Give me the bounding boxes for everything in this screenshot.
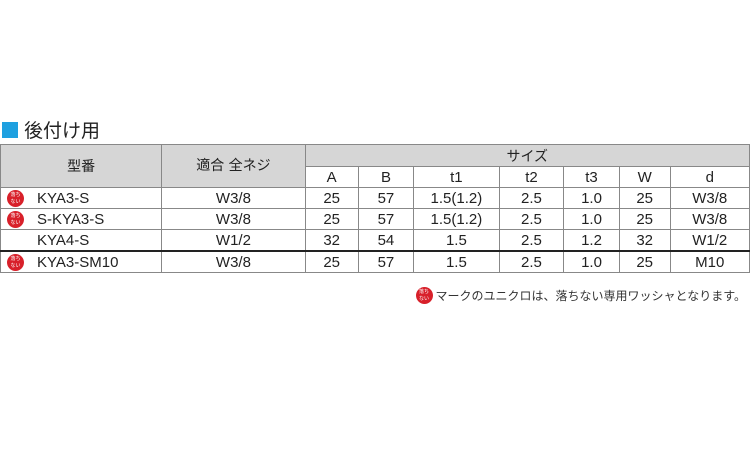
thread-cell: W3/8 [161, 208, 306, 230]
size-cell: 2.5 [498, 229, 565, 252]
size-cell: 25 [304, 208, 359, 230]
size-cell: W1/2 [669, 229, 750, 252]
model-text: KYA3-S [37, 189, 90, 207]
header-col: t2 [498, 166, 565, 188]
model-cell: 落ち ない S-KYA3-S [0, 208, 163, 230]
size-cell: 25 [618, 250, 671, 273]
header-size: サイズ [304, 144, 750, 167]
thread-cell: W1/2 [161, 229, 306, 252]
section-title: 後付け用 [2, 116, 100, 143]
size-cell: W3/8 [669, 187, 750, 209]
model-cell: 落ち ない KYA3-S [0, 187, 163, 209]
footnote: 落ち ない マークのユニクロは、落ちない専用ワッシャとなります。 [415, 287, 746, 304]
thread-cell: W3/8 [161, 187, 306, 209]
size-cell: 25 [304, 250, 359, 273]
header-col: t3 [563, 166, 620, 188]
size-cell: 1.0 [563, 250, 620, 273]
footnote-text: マークのユニクロは、落ちない専用ワッシャとなります。 [435, 289, 746, 303]
model-text: KYA4-S [37, 231, 90, 249]
size-cell: 57 [357, 187, 415, 209]
size-cell: 25 [304, 187, 359, 209]
section-title-text: 後付け用 [24, 120, 101, 142]
model-cell: 落ち ない KYA3-SM10 [0, 250, 163, 273]
size-cell: 1.2 [563, 229, 620, 252]
ochinai-mark-icon: 落ち ない [7, 190, 24, 207]
size-cell: W3/8 [669, 208, 750, 230]
size-cell: 32 [304, 229, 359, 252]
header-model: 型番 [0, 144, 163, 188]
model-text: S-KYA3-S [37, 210, 105, 228]
size-cell: 1.5(1.2) [413, 187, 500, 209]
size-cell: 1.5 [413, 229, 500, 252]
thread-cell: W3/8 [161, 250, 306, 273]
size-cell: 2.5 [498, 208, 565, 230]
size-cell: 32 [618, 229, 671, 252]
table-row: 落ち ない KYA3-SM10 W3/8 25 57 1.5 2.5 1.0 25 M10 [0, 250, 750, 273]
header-col: A [304, 166, 359, 188]
size-cell: 2.5 [498, 250, 565, 273]
size-cell: 1.5(1.2) [413, 208, 500, 230]
size-cell: 2.5 [498, 187, 565, 209]
size-cell: 57 [357, 250, 415, 273]
size-cell: 1.5 [413, 250, 500, 273]
size-cell: M10 [669, 250, 750, 273]
size-cell: 25 [618, 208, 671, 230]
model-cell: KYA4-S [0, 229, 163, 252]
header-col: W [618, 166, 671, 188]
table-row: 落ち ない S-KYA3-S W3/8 25 57 1.5(1.2) 2.5 1.0 25 W3/8 [0, 208, 750, 230]
size-cell: 57 [357, 208, 415, 230]
ochinai-mark-icon: 落ち ない [7, 211, 24, 228]
header-col: t1 [413, 166, 500, 188]
ochinai-mark-icon: 落ち ない [7, 254, 24, 271]
ochinai-mark-icon: 落ち ない [415, 287, 433, 304]
header-thread: 適合 全ネジ [161, 144, 306, 188]
square-bullet-icon [2, 121, 18, 138]
header-col: B [357, 166, 415, 188]
size-cell: 1.0 [563, 187, 620, 209]
size-cell: 25 [618, 187, 671, 209]
table-row: 落ち ない KYA3-S W3/8 25 57 1.5(1.2) 2.5 1.0 25 W3/8 [0, 187, 750, 209]
model-text: KYA3-SM10 [37, 253, 119, 271]
size-cell: 54 [357, 229, 415, 252]
table-row: KYA4-S W1/2 32 54 1.5 2.5 1.2 32 W1/2 [0, 229, 750, 252]
size-cell: 1.0 [563, 208, 620, 230]
header-col: d [669, 166, 750, 188]
